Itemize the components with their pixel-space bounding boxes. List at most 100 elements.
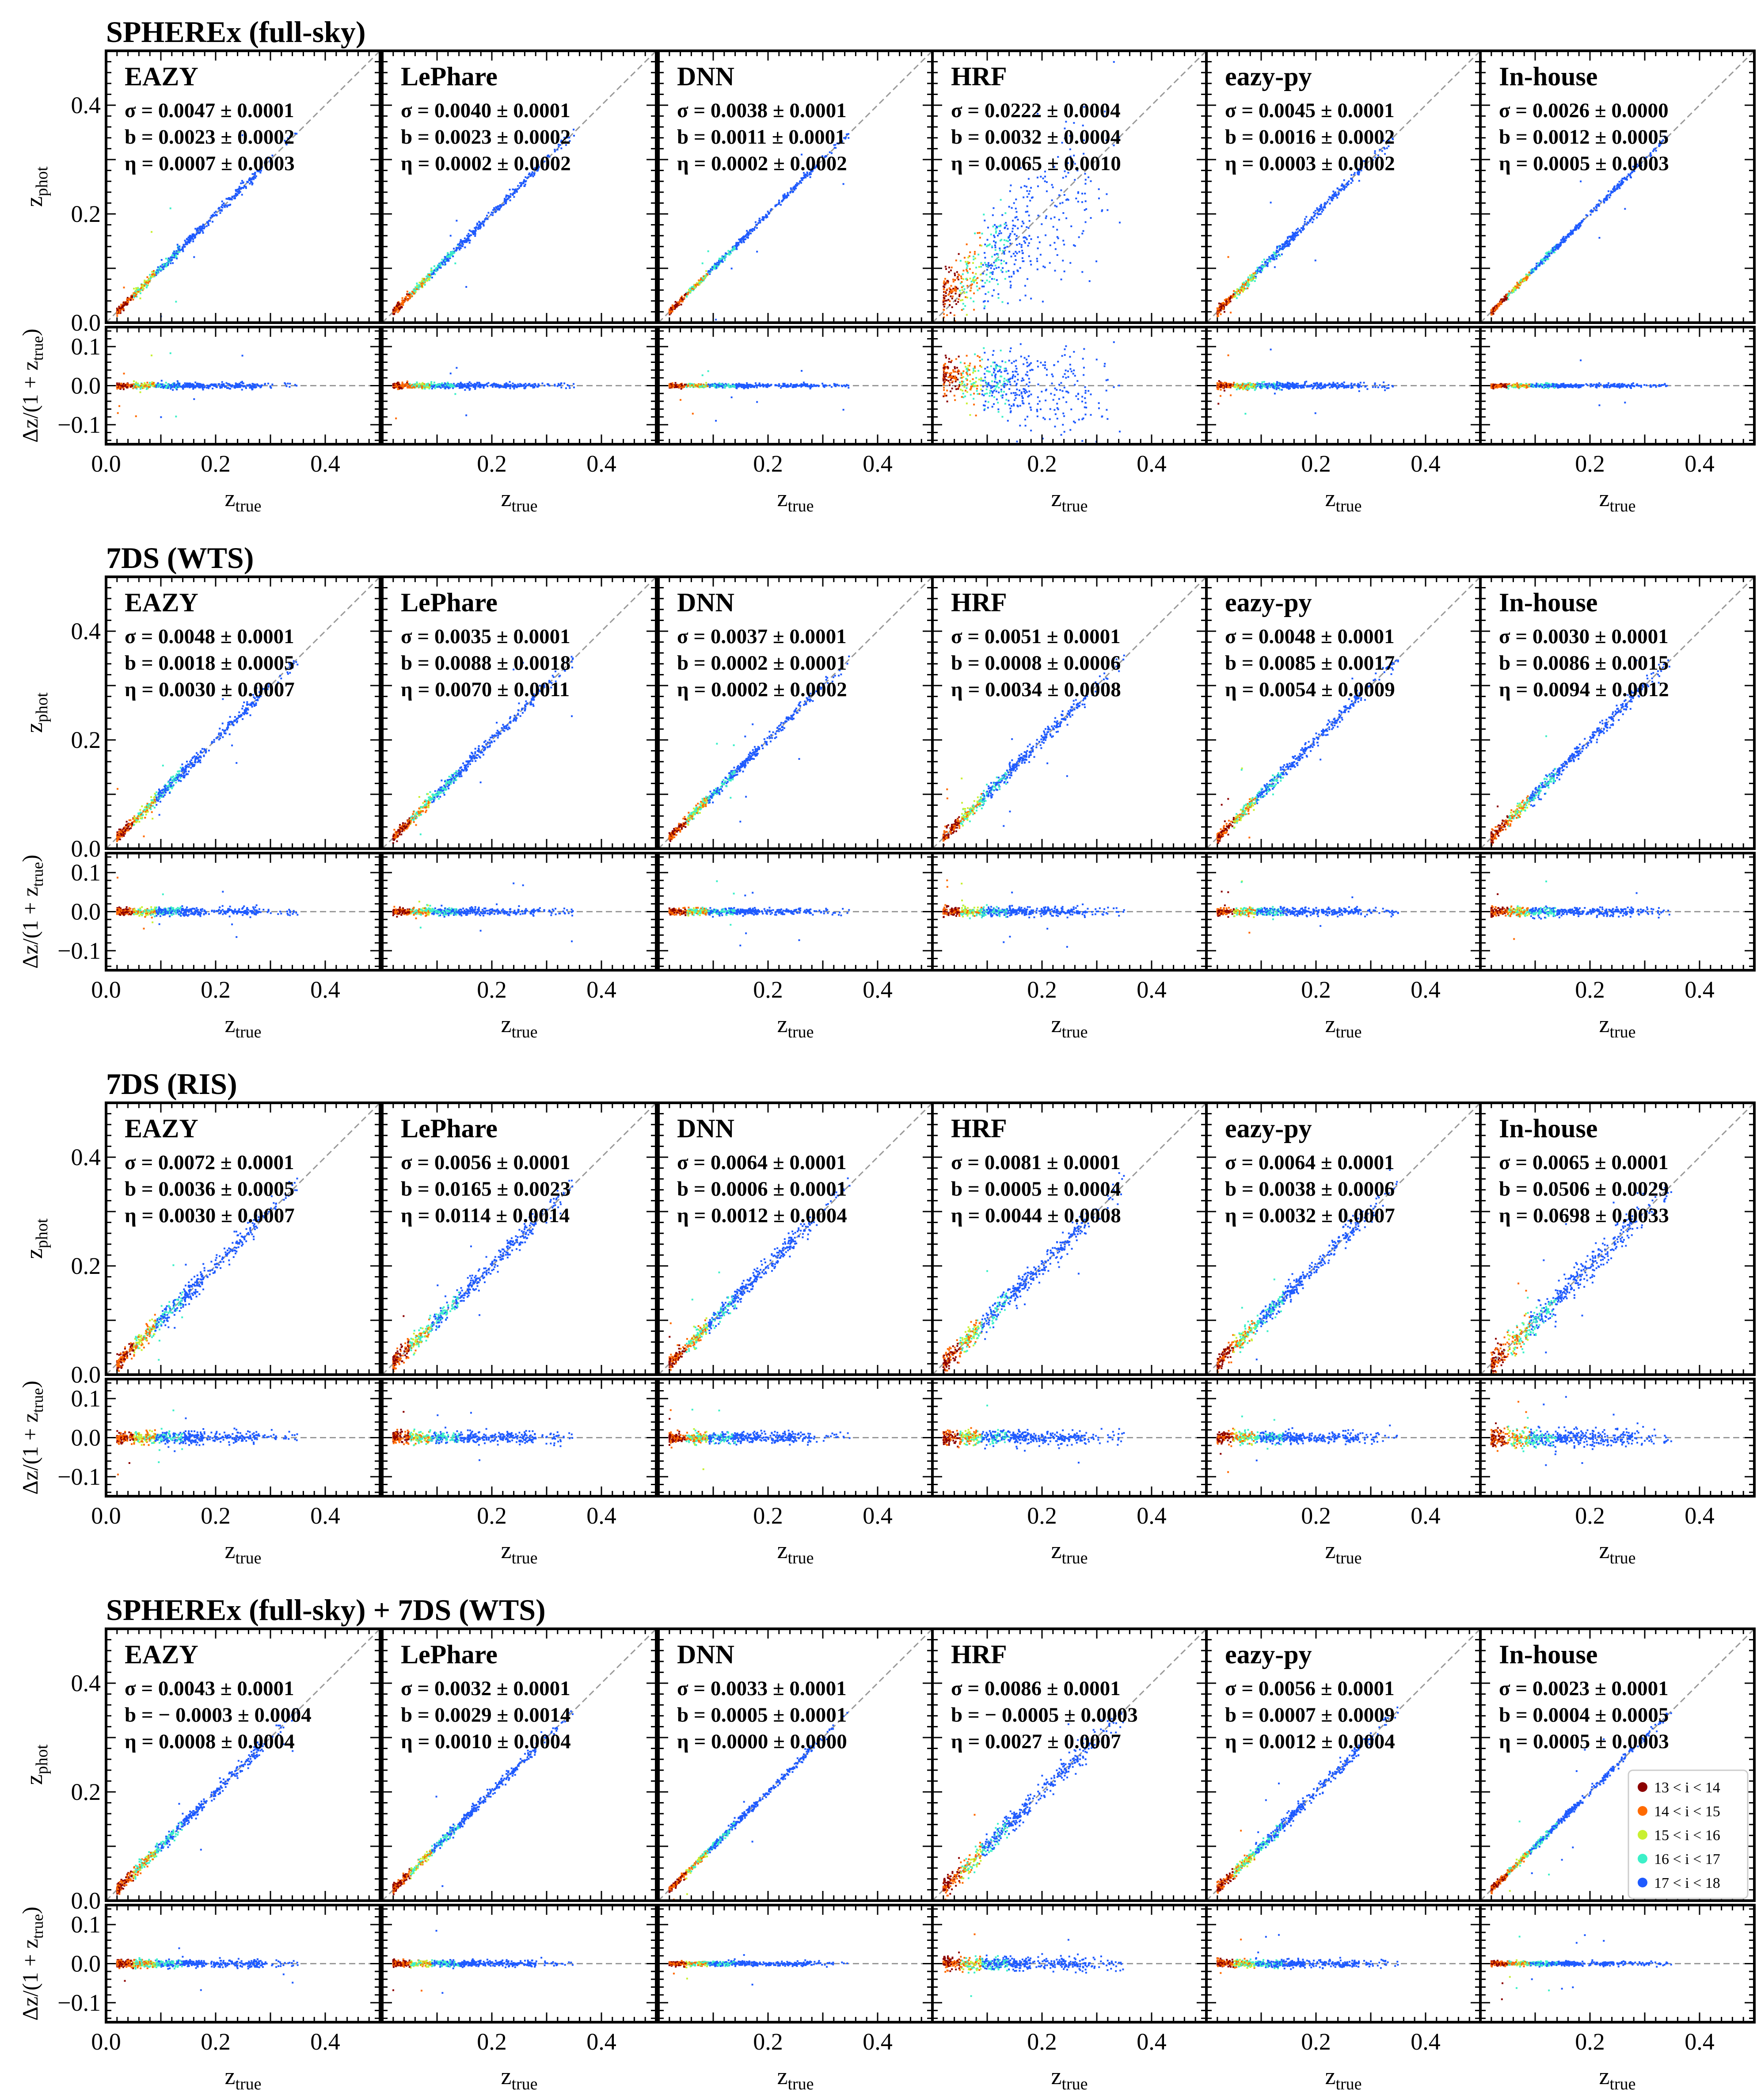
residual-point [563,382,566,385]
scatter-point [155,272,157,274]
scatter-point [227,198,229,200]
residual-point [793,386,795,388]
residual-point [1090,414,1092,416]
residual-point [173,384,175,386]
scatter-point [118,338,120,339]
residual-point [241,381,243,383]
scatter-point [520,184,522,186]
residual-point [134,386,136,388]
residual-point [991,406,993,408]
residual-point [140,385,142,387]
residual-point [947,367,949,369]
residual-point [213,383,216,385]
residual-point [447,382,449,384]
residual-point [970,387,972,389]
residual-point [401,383,403,385]
scatter-point [1386,147,1388,149]
residual-point [119,386,121,388]
scatter-point [1051,199,1053,202]
scatter-point [1118,221,1121,224]
residual-point [964,395,966,397]
residual-point [776,384,778,386]
scatter-point [980,263,982,265]
residual-point [991,374,993,376]
scatter-point [1044,180,1046,183]
residual-point [233,385,236,387]
scatter-point [1077,201,1079,203]
scatter-point [1018,251,1020,253]
residual-point [116,385,118,388]
residual-point [845,385,847,387]
scatter-point [536,170,538,172]
scatter-point [148,280,151,282]
residual-point [995,390,997,393]
scatter-point [1090,180,1092,182]
scatter-point [1016,269,1019,271]
residual-point [954,366,956,368]
residual-point [251,388,254,390]
residual-point [227,383,229,385]
scatter-point [120,305,122,307]
scatter-point [1317,213,1320,216]
scatter-point [974,251,976,253]
residual-point [421,387,423,389]
residual-point [430,383,432,385]
residual-point [953,395,955,397]
scatter-point [759,220,761,222]
scatter-point [671,309,673,311]
scatter-point [190,238,192,240]
residual-point [1042,364,1044,366]
scatter-point [145,286,148,289]
residual-point [1113,386,1115,388]
scatter-point [710,268,712,271]
scatter-point [1070,159,1072,161]
y-tick-label: 0.2 [71,201,101,227]
scatter-point [987,265,989,267]
residual-point [437,384,439,386]
scatter-point [948,304,951,306]
residual-point [669,385,671,387]
scatter-point [1023,240,1025,242]
residual-point [224,386,226,388]
scatter-point [507,194,509,197]
scatter-point [396,304,399,306]
scatter-point [396,305,398,307]
scatter-point [210,215,213,217]
scatter-point [1036,260,1038,262]
scatter-point [793,188,795,190]
scatter-point [119,310,121,312]
scatter-point [958,295,961,297]
residual-point [1067,376,1069,378]
scatter-point [194,234,196,236]
scatter-point [151,271,153,273]
scatter-point [457,247,459,249]
scatter-point [774,205,776,207]
scatter-point [994,244,996,247]
residual-point [251,387,253,389]
scatter-point [678,303,681,305]
scatter-point [943,280,945,282]
residual-point [962,372,964,374]
scatter-point [1007,302,1009,305]
residual-point [753,386,755,388]
scatter-point [499,204,501,206]
residual-point [734,386,736,388]
scatter-point [401,301,403,304]
residual-point [698,383,700,385]
scatter-point [790,191,792,193]
residual-point [179,385,181,388]
residual-point [733,385,735,387]
residual-point [689,385,692,387]
residual-point [974,382,976,384]
residual-point [178,384,180,386]
residual-point [982,385,984,388]
scatter-point [1019,243,1021,245]
residual-point [171,385,174,387]
scatter-point [695,284,697,286]
residual-point [960,374,962,376]
xlabel-ztrue: ztrue [1051,485,1088,515]
residual-point [1009,377,1012,380]
residual-point [1031,369,1033,371]
scatter-point [514,189,516,191]
scatter-point [240,187,242,189]
